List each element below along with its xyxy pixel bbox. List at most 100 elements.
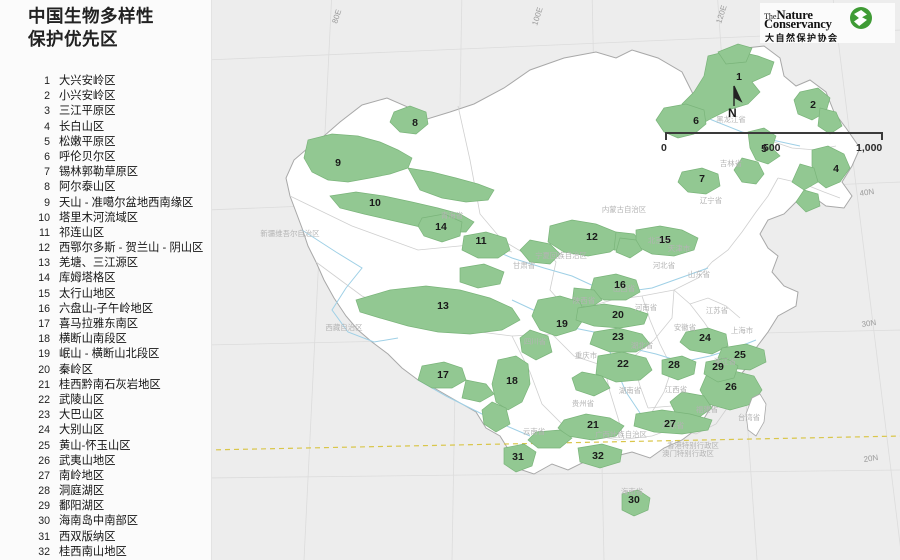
province-label: 贵州省 [572, 399, 594, 408]
legend-item-label: 锡林郭勒草原区 [59, 166, 139, 179]
legend-item[interactable]: 25 黄山-怀玉山区 [30, 437, 215, 452]
legend-item-number: 9 [44, 196, 50, 209]
province-label: 新疆维吾尔自治区 [260, 229, 320, 238]
legend-item[interactable]: 5 松嫩平原区 [30, 133, 215, 148]
province-label: 澳门特别行政区 [662, 449, 714, 458]
province-label: 上海市 [731, 326, 754, 335]
area-marker-4: 4 [833, 163, 839, 175]
legend-item[interactable]: 13 羌塘、三江源区 [30, 254, 215, 269]
province-label: 河北省 [653, 261, 675, 270]
legend-item-number: 27 [38, 469, 50, 482]
latitude-label: 40N [859, 187, 875, 198]
legend-item[interactable]: 26 武夷山地区 [30, 452, 215, 467]
area-marker-11: 11 [475, 235, 486, 247]
province-label: 台湾省 [738, 413, 760, 422]
legend-item[interactable]: 31 西双版纳区 [30, 528, 215, 543]
province-label: 安徽省 [674, 323, 696, 332]
legend-item[interactable]: 12 西鄂尔多斯 - 贺兰山 - 阴山区 [30, 239, 215, 254]
scale-label-0: 0 [661, 142, 667, 154]
area-marker-26: 26 [725, 381, 737, 393]
legend-item[interactable]: 22 武陵山区 [30, 391, 215, 406]
area-marker-18: 18 [506, 375, 518, 387]
legend-item-label: 海南岛中南部区 [59, 515, 139, 528]
legend-item[interactable]: 10 塔里木河流域区 [30, 209, 215, 224]
legend-item[interactable]: 18 横断山南段区 [30, 330, 215, 345]
legend-item[interactable]: 4 长白山区 [30, 118, 215, 133]
legend-item[interactable]: 29 鄱阳湖区 [30, 497, 215, 512]
legend-item-number: 12 [38, 242, 50, 255]
area-marker-17: 17 [437, 369, 449, 381]
legend-item[interactable]: 21 桂西黔南石灰岩地区 [30, 376, 215, 391]
legend-item[interactable]: 7 锡林郭勒草原区 [30, 163, 215, 178]
province-label: 河南省 [635, 303, 657, 312]
area-marker-5: 5 [761, 143, 767, 155]
tnc-logo: TheNature Conservancy 大自然保护协会 [760, 3, 895, 44]
legend-item-number: 17 [38, 318, 50, 330]
scale-tick-1000 [881, 132, 883, 140]
area-marker-30: 30 [628, 494, 640, 506]
legend-item[interactable]: 30 海南岛中南部区 [30, 512, 215, 527]
legend-item-number: 23 [38, 409, 50, 422]
legend-item[interactable]: 6 呼伦贝尔区 [30, 148, 215, 163]
province-label: 宁夏回族自治区 [535, 251, 587, 260]
legend-item[interactable]: 1 大兴安岭区 [30, 72, 215, 87]
province-label: 西藏自治区 [326, 323, 364, 332]
legend-item-number: 30 [38, 515, 50, 528]
province-label: 山西省 [613, 284, 635, 293]
legend-item-label: 大巴山区 [59, 409, 105, 422]
legend-item-number: 14 [38, 272, 50, 285]
area-marker-13: 13 [437, 300, 449, 312]
legend-item-number: 24 [38, 424, 50, 437]
area-marker-2: 2 [810, 99, 816, 111]
scale-bar-line [665, 132, 883, 134]
area-marker-7: 7 [699, 173, 705, 185]
province-label: 山东省 [688, 270, 710, 279]
area-marker-25: 25 [734, 349, 746, 361]
scale-bar: 0 500 1,000 Kilometers [660, 132, 890, 158]
north-label: N [728, 106, 737, 120]
legend-item[interactable]: 3 三江平原区 [30, 102, 215, 117]
legend-item[interactable]: 16 六盘山-子午岭地区 [30, 300, 215, 315]
legend-item[interactable]: 15 太行山地区 [30, 285, 215, 300]
legend-item[interactable]: 14 库姆塔格区 [30, 269, 215, 284]
legend-item-number: 16 [38, 302, 50, 315]
legend-item-label: 武陵山区 [59, 393, 105, 406]
legend-item[interactable]: 9 天山 - 准噶尔盆地西南缘区 [30, 194, 215, 209]
legend-item-label: 西双版纳区 [59, 530, 116, 543]
province-label: 甘肃省 [513, 261, 535, 270]
province-label: 青海省 [441, 211, 463, 220]
map-canvas[interactable]: 新疆维吾尔自治区 西藏自治区 青海省 甘肃省 内蒙古自治区 宁夏回族自治区 陕西省 山西省 河北… [212, 0, 900, 560]
longitude-label: 80E [330, 8, 343, 24]
legend-item[interactable]: 32 桂西南山地区 [30, 543, 215, 558]
taiwan-outline [745, 393, 767, 437]
legend-item[interactable]: 23 大巴山区 [30, 406, 215, 421]
province-label: 重庆市 [575, 351, 598, 360]
scale-block: N 0 500 1,000 Kilometers [652, 84, 900, 164]
title-line-2: 保护优先区 [28, 29, 118, 49]
legend-item-number: 20 [38, 363, 50, 376]
legend-item[interactable]: 17 喜马拉雅东南区 [30, 315, 215, 330]
legend-item[interactable]: 24 大别山区 [30, 421, 215, 436]
legend-item[interactable]: 19 岷山 - 横断山北段区 [30, 345, 215, 360]
province-label: 四川省 [524, 337, 546, 346]
legend-item-label: 羌塘、三江源区 [59, 257, 139, 270]
legend-item-number: 19 [38, 348, 50, 361]
legend-item-label: 西鄂尔多斯 - 贺兰山 - 阴山区 [59, 242, 204, 255]
legend-item[interactable]: 28 洞庭湖区 [30, 482, 215, 497]
province-label: 海南省 [621, 487, 643, 496]
legend-item[interactable]: 8 阿尔泰山区 [30, 178, 215, 193]
province-label: 辽宁省 [700, 196, 722, 205]
legend-item-number: 31 [38, 530, 50, 543]
legend-item[interactable]: 27 南岭地区 [30, 467, 215, 482]
legend-item[interactable]: 11 祁连山区 [30, 224, 215, 239]
area-marker-28: 28 [668, 359, 680, 371]
legend-item[interactable]: 20 秦岭区 [30, 361, 215, 376]
province-label: 江西省 [665, 385, 687, 394]
legend-item-number: 25 [38, 439, 50, 452]
page-title: 中国生物多样性 保护优先区 [28, 5, 208, 51]
legend-item[interactable]: 2 小兴安岭区 [30, 87, 215, 102]
